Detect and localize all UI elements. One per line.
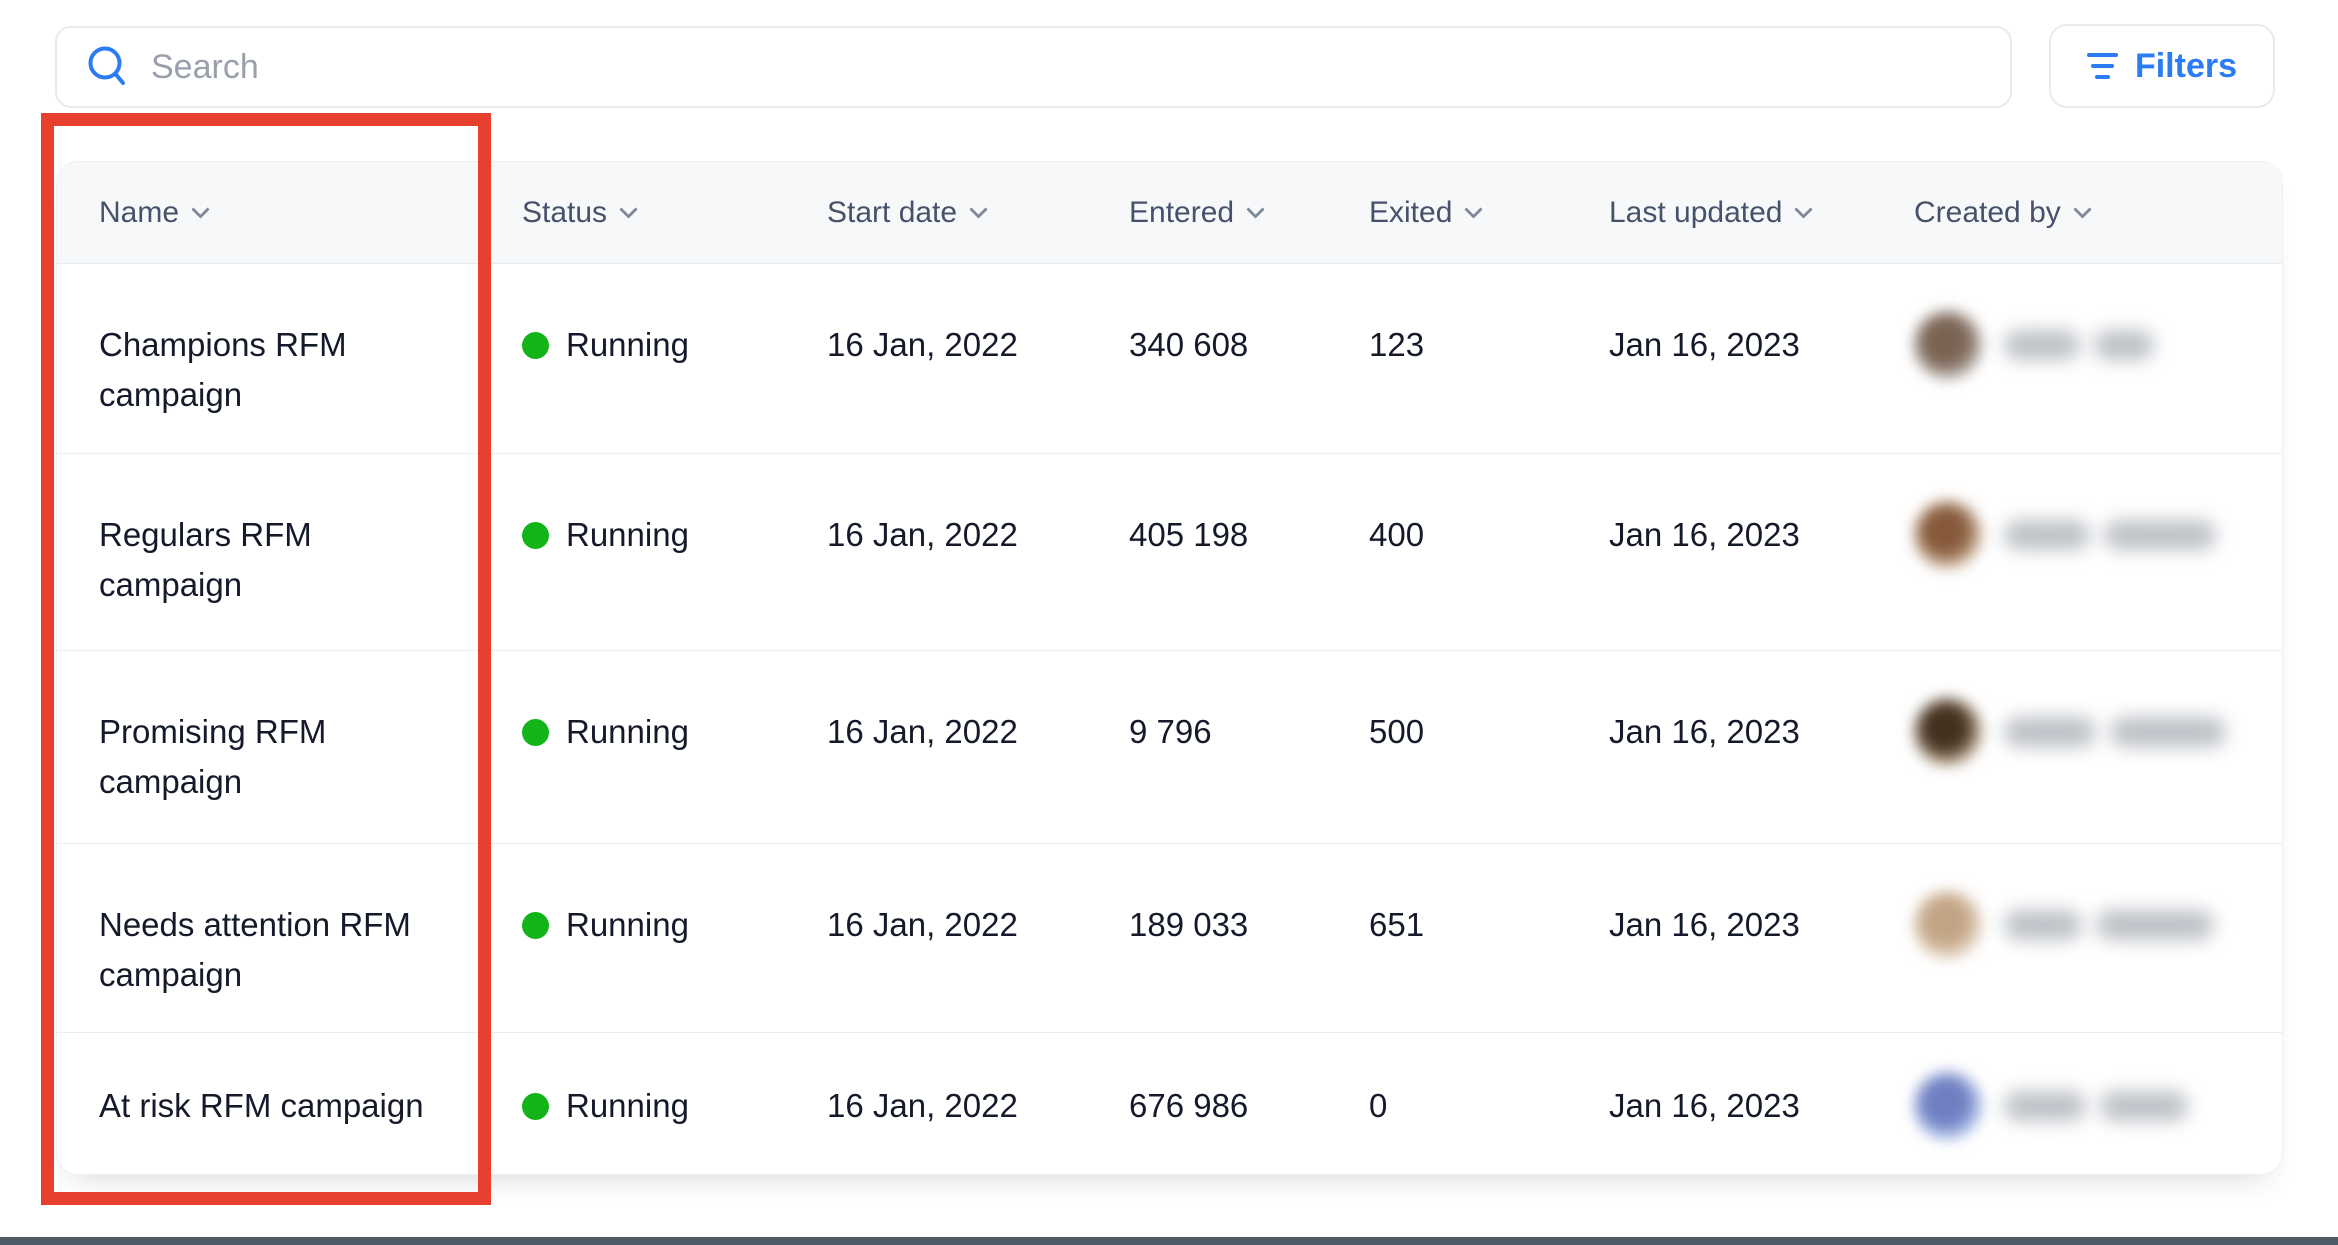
exited-count: 123 [1369, 326, 1425, 363]
last-updated: Jan 16, 2023 [1609, 326, 1800, 363]
creator-name-blurred [2004, 717, 2226, 747]
created-by-cell [1914, 311, 2282, 379]
column-header-label: Created by [1914, 195, 2061, 229]
campaign-name: Champions RFM campaign [99, 326, 347, 413]
column-header-status[interactable]: Status [522, 196, 827, 230]
table-row[interactable]: At risk RFM campaign Running 16 Jan, 202… [57, 1033, 2282, 1176]
entered-count: 676 986 [1129, 1087, 1249, 1124]
status-label: Running [566, 906, 689, 943]
column-header-name[interactable]: Name [99, 196, 522, 230]
creator-name-blurred [2004, 910, 2214, 940]
campaign-name: Regulars RFM campaign [99, 516, 312, 603]
last-updated: Jan 16, 2023 [1609, 906, 1800, 943]
chevron-down-icon [969, 199, 988, 219]
exited-count: 0 [1369, 1087, 1388, 1124]
avatar [1914, 698, 1982, 766]
search-input[interactable] [149, 46, 1986, 88]
column-header-created-by[interactable]: Created by [1914, 196, 2282, 230]
chevron-down-icon [1246, 199, 1265, 219]
exited-count: 500 [1369, 713, 1425, 750]
table-header-row: Name Status Start date Entered Exited La… [57, 162, 2282, 264]
campaigns-table: Name Status Start date Entered Exited La… [56, 161, 2283, 1175]
table-body: Champions RFM campaign Running 16 Jan, 2… [57, 264, 2282, 1176]
status-dot [522, 521, 549, 549]
campaign-name: At risk RFM campaign [99, 1087, 424, 1124]
status-dot [522, 331, 549, 359]
status-dot [522, 1092, 549, 1120]
status-dot [522, 718, 549, 746]
created-by-cell [1914, 501, 2282, 569]
entered-count: 9 796 [1129, 713, 1212, 750]
entered-count: 340 608 [1129, 326, 1249, 363]
status-cell: Running [522, 510, 827, 560]
column-header-start-date[interactable]: Start date [827, 196, 1129, 230]
start-date: 16 Jan, 2022 [827, 1087, 1018, 1124]
filters-button[interactable]: Filters [2049, 24, 2275, 108]
status-cell: Running [522, 900, 827, 950]
status-label: Running [566, 516, 689, 553]
table-row[interactable]: Promising RFM campaign Running 16 Jan, 2… [57, 651, 2282, 844]
start-date: 16 Jan, 2022 [827, 326, 1018, 363]
avatar [1914, 311, 1982, 379]
status-cell: Running [522, 707, 827, 757]
exited-count: 400 [1369, 516, 1425, 553]
column-header-label: Name [99, 195, 180, 229]
status-label: Running [566, 326, 689, 363]
column-header-label: Start date [827, 195, 958, 229]
column-header-last-updated[interactable]: Last updated [1609, 196, 1914, 230]
avatar [1914, 501, 1982, 569]
last-updated: Jan 16, 2023 [1609, 1087, 1800, 1124]
table-row[interactable]: Regulars RFM campaign Running 16 Jan, 20… [57, 454, 2282, 651]
status-cell: Running [522, 1081, 827, 1131]
search-icon [85, 44, 131, 90]
created-by-cell [1914, 698, 2282, 766]
column-header-label: Exited [1369, 195, 1453, 229]
chevron-down-icon [191, 199, 210, 219]
bottom-edge-bar [0, 1237, 2338, 1245]
table-row[interactable]: Champions RFM campaign Running 16 Jan, 2… [57, 264, 2282, 454]
column-header-label: Status [522, 195, 608, 229]
start-date: 16 Jan, 2022 [827, 713, 1018, 750]
creator-name-blurred [2004, 1091, 2188, 1121]
created-by-cell [1914, 1072, 2282, 1140]
entered-count: 405 198 [1129, 516, 1249, 553]
column-header-exited[interactable]: Exited [1369, 196, 1609, 230]
filters-button-label: Filters [2134, 46, 2238, 85]
campaign-name: Promising RFM campaign [99, 713, 327, 800]
campaign-name: Needs attention RFM campaign [99, 906, 411, 993]
chevron-down-icon [1794, 199, 1814, 219]
avatar [1914, 1072, 1982, 1140]
creator-name-blurred [2004, 330, 2154, 360]
column-header-label: Last updated [1609, 195, 1783, 229]
status-label: Running [566, 713, 689, 750]
status-dot [522, 911, 549, 939]
chevron-down-icon [1464, 199, 1484, 219]
entered-count: 189 033 [1129, 906, 1249, 943]
created-by-cell [1914, 891, 2282, 959]
search-bar[interactable] [55, 26, 2012, 108]
last-updated: Jan 16, 2023 [1609, 713, 1800, 750]
creator-name-blurred [2004, 520, 2216, 550]
filter-icon [2086, 53, 2118, 79]
exited-count: 651 [1369, 906, 1425, 943]
status-label: Running [566, 1087, 689, 1124]
column-header-label: Entered [1129, 195, 1235, 229]
start-date: 16 Jan, 2022 [827, 906, 1018, 943]
start-date: 16 Jan, 2022 [827, 516, 1018, 553]
column-header-entered[interactable]: Entered [1129, 196, 1369, 230]
status-cell: Running [522, 320, 827, 370]
chevron-down-icon [2073, 199, 2092, 219]
avatar [1914, 891, 1982, 959]
chevron-down-icon [619, 199, 638, 219]
last-updated: Jan 16, 2023 [1609, 516, 1800, 553]
table-row[interactable]: Needs attention RFM campaign Running 16 … [57, 844, 2282, 1033]
